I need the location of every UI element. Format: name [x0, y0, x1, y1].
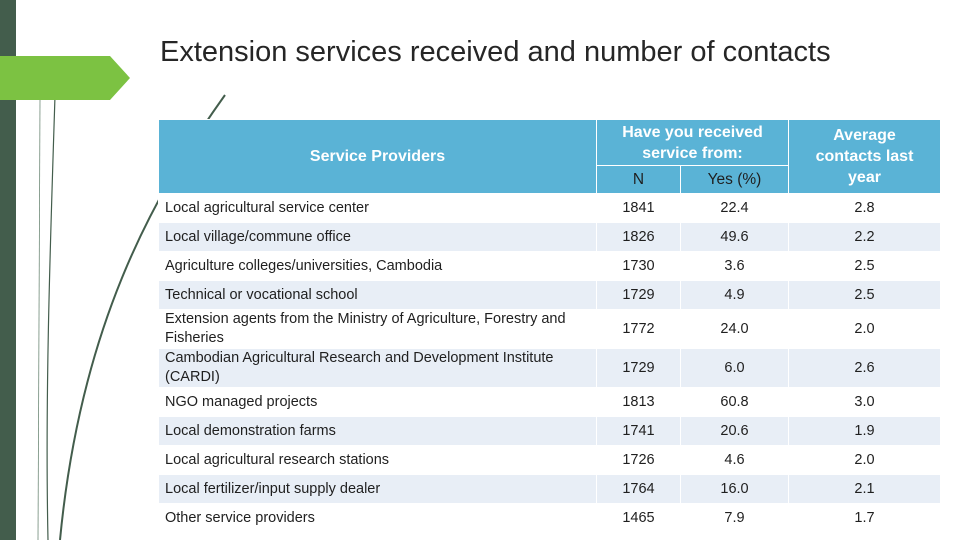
avg-cell: 2.0: [788, 445, 941, 475]
n-cell: 1813: [596, 387, 681, 417]
provider-cell: Local village/commune office: [158, 222, 597, 252]
yes-cell: 24.0: [680, 309, 789, 349]
table-row: Agriculture colleges/universities, Cambo…: [158, 251, 941, 281]
n-cell: 1730: [596, 251, 681, 281]
provider-cell: Other service providers: [158, 503, 597, 533]
n-cell: 1841: [596, 193, 681, 223]
table-row: Local demonstration farms 1741 20.6 1.9: [158, 416, 941, 446]
yes-cell: 7.9: [680, 503, 789, 533]
provider-cell: Local fertilizer/input supply dealer: [158, 474, 597, 504]
n-cell: 1729: [596, 348, 681, 388]
table-row: Technical or vocational school 1729 4.9 …: [158, 280, 941, 310]
n-cell: 1764: [596, 474, 681, 504]
table-row: Local agricultural research stations 172…: [158, 445, 941, 475]
provider-cell: Agriculture colleges/universities, Cambo…: [158, 251, 597, 281]
n-cell: 1741: [596, 416, 681, 446]
header-average-contacts: Average contacts last year: [788, 119, 941, 194]
provider-cell: Local demonstration farms: [158, 416, 597, 446]
yes-cell: 3.6: [680, 251, 789, 281]
table-row: NGO managed projects 1813 60.8 3.0: [158, 387, 941, 417]
left-accent-bar: [0, 0, 16, 540]
avg-cell: 2.8: [788, 193, 941, 223]
n-cell: 1772: [596, 309, 681, 349]
avg-cell: 2.6: [788, 348, 941, 388]
provider-cell: Extension agents from the Ministry of Ag…: [158, 309, 597, 349]
n-cell: 1729: [596, 280, 681, 310]
table-row: Other service providers 1465 7.9 1.7: [158, 503, 941, 533]
avg-cell: 2.0: [788, 309, 941, 349]
provider-cell: Cambodian Agricultural Research and Deve…: [158, 348, 597, 388]
slide-title: Extension services received and number o…: [160, 36, 831, 68]
n-cell: 1826: [596, 222, 681, 252]
avg-cell: 1.9: [788, 416, 941, 446]
header-n: N: [596, 165, 681, 194]
yes-cell: 49.6: [680, 222, 789, 252]
avg-cell: 2.2: [788, 222, 941, 252]
yes-cell: 6.0: [680, 348, 789, 388]
extension-services-table: Service Providers Have you received serv…: [158, 119, 941, 533]
header-service-providers: Service Providers: [158, 119, 597, 194]
yes-cell: 60.8: [680, 387, 789, 417]
yes-cell: 16.0: [680, 474, 789, 504]
table-row: Cambodian Agricultural Research and Deve…: [158, 348, 941, 388]
avg-cell: 3.0: [788, 387, 941, 417]
avg-cell: 1.7: [788, 503, 941, 533]
n-cell: 1465: [596, 503, 681, 533]
table-row: Local fertilizer/input supply dealer 176…: [158, 474, 941, 504]
header-received: Have you received service from:: [596, 119, 789, 166]
table-row: Local village/commune office 1826 49.6 2…: [158, 222, 941, 252]
provider-cell: NGO managed projects: [158, 387, 597, 417]
provider-cell: Local agricultural research stations: [158, 445, 597, 475]
avg-cell: 2.1: [788, 474, 941, 504]
n-cell: 1726: [596, 445, 681, 475]
yes-cell: 22.4: [680, 193, 789, 223]
arrow-icon: [0, 56, 130, 100]
yes-cell: 4.6: [680, 445, 789, 475]
table-row: Local agricultural service center 1841 2…: [158, 193, 941, 223]
header-yes-percent: Yes (%): [680, 165, 789, 194]
provider-cell: Technical or vocational school: [158, 280, 597, 310]
avg-cell: 2.5: [788, 251, 941, 281]
yes-cell: 4.9: [680, 280, 789, 310]
avg-cell: 2.5: [788, 280, 941, 310]
yes-cell: 20.6: [680, 416, 789, 446]
provider-cell: Local agricultural service center: [158, 193, 597, 223]
table-row: Extension agents from the Ministry of Ag…: [158, 309, 941, 349]
